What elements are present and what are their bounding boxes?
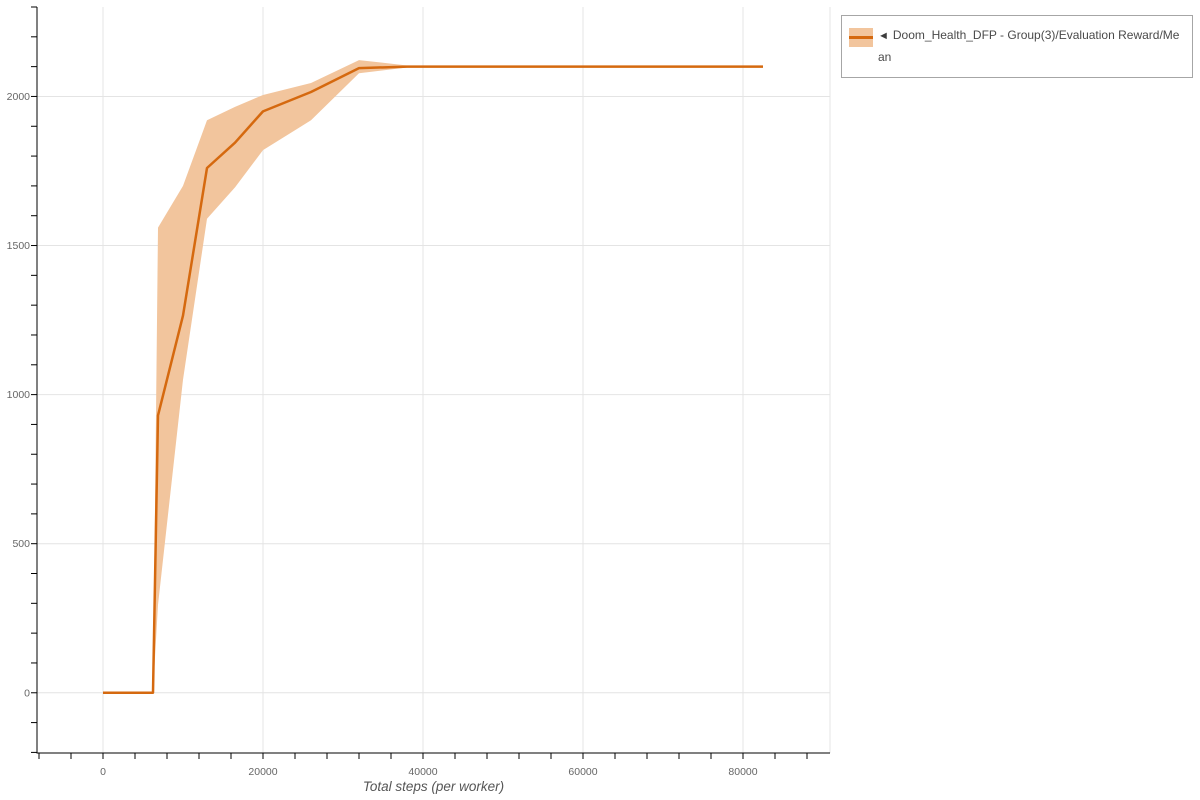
collapse-left-triangle-icon[interactable]: ◄ [878, 30, 889, 42]
confidence-band [103, 60, 763, 693]
legend-label-text: Doom_Health_DFP - Group(3)/Evaluation Re… [878, 28, 1180, 64]
axes [31, 6, 830, 759]
y-tick-label: 0 [24, 687, 30, 699]
gridlines [37, 7, 831, 753]
legend: ◄ Doom_Health_DFP - Group(3)/Evaluation R… [841, 15, 1193, 78]
mean-line [103, 65, 763, 695]
series-swatch-icon [849, 28, 873, 47]
legend-item-doom-health-dfp[interactable]: ◄ Doom_Health_DFP - Group(3)/Evaluation R… [842, 16, 1192, 68]
legend-label: ◄ Doom_Health_DFP - Group(3)/Evaluation R… [878, 25, 1184, 68]
y-tick-label: 1500 [7, 240, 31, 252]
x-tick-label: 20000 [248, 766, 277, 778]
y-tick-label: 500 [12, 538, 30, 550]
x-tick-label: 40000 [408, 766, 437, 778]
series-line-icon [849, 36, 873, 39]
x-tick-label: 0 [100, 766, 106, 778]
y-tick-label: 2000 [7, 91, 31, 103]
tick-labels: 0 20000 40000 60000 80000 0 500 1000 1500 2000 [7, 91, 758, 778]
x-tick-label: 80000 [728, 766, 757, 778]
y-tick-label: 1000 [7, 389, 31, 401]
x-axis-title: Total steps (per worker) [362, 779, 505, 794]
x-tick-label: 60000 [568, 766, 597, 778]
